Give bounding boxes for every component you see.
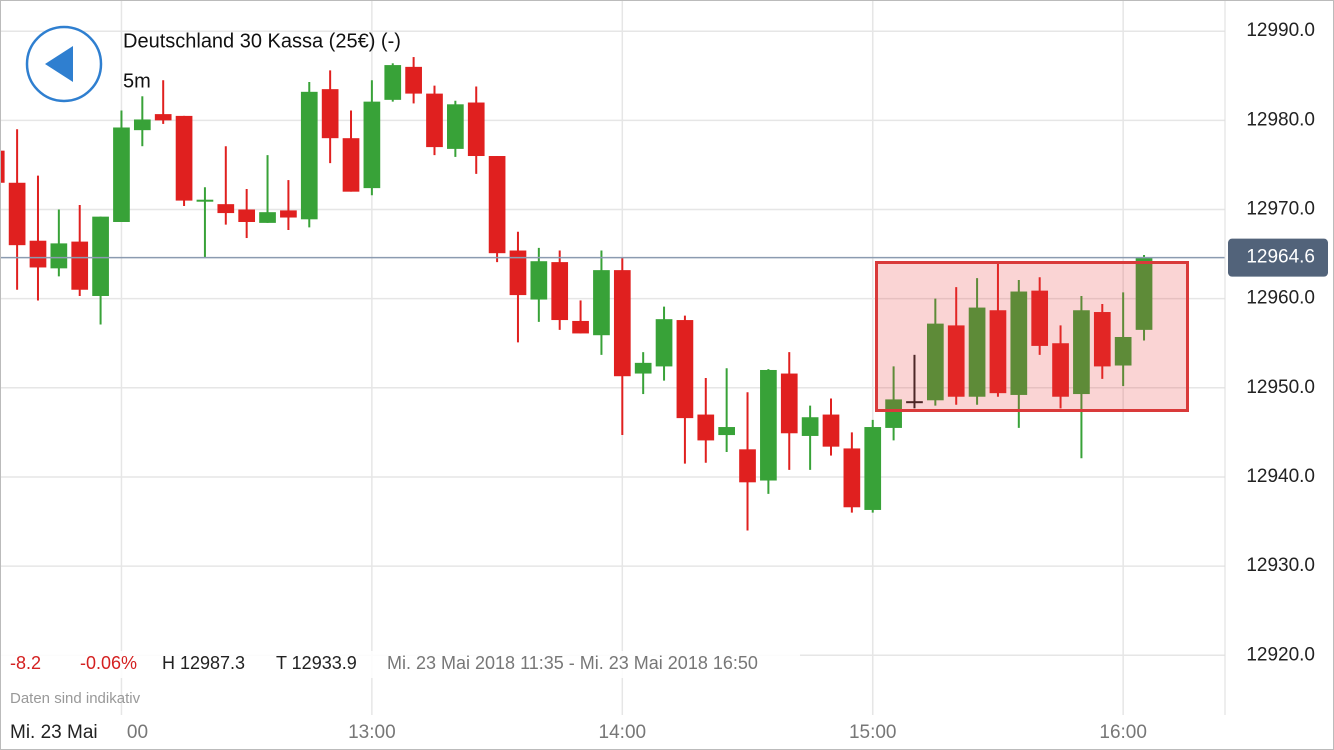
candle-body	[238, 209, 256, 222]
y-tick-label: 12980.0	[1246, 109, 1315, 130]
candle-body	[467, 102, 485, 157]
last-price-box	[1228, 238, 1328, 277]
candle-body	[676, 320, 694, 419]
candle-body	[154, 114, 172, 121]
candle-body	[551, 262, 569, 321]
candle-body	[613, 270, 631, 377]
candle-body	[133, 119, 151, 131]
candle-body	[29, 240, 47, 268]
candle-body	[196, 199, 214, 202]
candle-body	[822, 414, 840, 447]
candle-body	[947, 325, 965, 397]
note: Daten sind indikativ	[10, 690, 141, 707]
candle-body	[843, 448, 861, 508]
candle-body	[1135, 257, 1153, 330]
candle-body	[175, 115, 193, 201]
date-label: Mi. 23 Mai	[10, 722, 98, 743]
y-tick-label: 12920.0	[1246, 644, 1315, 665]
candle-body	[447, 104, 464, 149]
x-tick-label: 00	[127, 722, 148, 743]
candle-body	[342, 138, 360, 192]
y-tick-label: 12970.0	[1246, 199, 1315, 220]
candle-body	[530, 261, 548, 300]
candle-body	[1093, 312, 1111, 367]
candle-body	[634, 362, 652, 374]
x-tick-label: 13:00	[348, 722, 396, 743]
range: Mi. 23 Mai 2018 11:35 - Mi. 23 Mai 2018 …	[387, 653, 758, 673]
candles	[0, 57, 1153, 531]
candle-body	[1073, 310, 1090, 395]
candle-body	[8, 182, 26, 246]
candle-body	[488, 156, 506, 254]
chart-title: Deutschland 30 Kassa (25€) (-)	[123, 30, 401, 52]
candle-body	[0, 150, 5, 183]
y-tick-label: 12960.0	[1246, 288, 1315, 309]
candle-body	[113, 127, 130, 222]
candle-body	[697, 414, 715, 441]
change-pct: -0.06%	[80, 653, 137, 673]
candle-body	[593, 270, 610, 336]
x-tick-label: 15:00	[849, 722, 897, 743]
candle-body	[1052, 343, 1069, 397]
candle-body	[71, 241, 89, 290]
interval: 5m	[123, 70, 151, 92]
x-tick-label: 14:00	[599, 722, 647, 743]
y-tick-label: 12930.0	[1246, 555, 1315, 576]
candle-body	[1010, 291, 1028, 395]
candle-body	[968, 307, 986, 397]
candle-body	[426, 93, 443, 148]
candle-body	[572, 320, 589, 334]
candle-body	[363, 101, 381, 189]
candle-body	[259, 212, 276, 223]
candle-body	[509, 250, 527, 296]
back-arrow	[45, 46, 73, 82]
candle-body	[864, 427, 882, 510]
candle-body	[926, 323, 944, 401]
highlight-box	[875, 261, 1189, 412]
candle-body	[655, 319, 673, 367]
candle-body	[1114, 336, 1132, 366]
y-axis: 12920.0 12930.0 12940.0 12950.0 12960.0 12970…	[1228, 20, 1328, 665]
x-tick-label: 16:00	[1099, 722, 1147, 743]
x-axis-bar	[0, 715, 1334, 750]
candle-body	[217, 204, 235, 214]
low: T 12933.9	[276, 653, 357, 673]
candle-body	[50, 243, 68, 269]
candle-body	[760, 369, 777, 481]
y-tick-label: 12950.0	[1246, 377, 1315, 398]
last-price-label: 12964.6	[1246, 247, 1315, 268]
change: -8.2	[10, 653, 41, 673]
candle-body	[739, 449, 756, 483]
candle-body	[989, 310, 1007, 394]
candle-body	[405, 66, 422, 94]
candle-body	[780, 373, 798, 434]
candle-body	[1031, 290, 1049, 346]
candle-body	[300, 91, 318, 220]
candle-body	[718, 427, 735, 436]
candle-body	[280, 210, 297, 218]
x-axis: 00 13:00 14:00 15:00 16:00 Mi. 23 Mai	[2, 717, 1147, 748]
candle-body	[92, 216, 109, 296]
candle-body	[384, 65, 402, 100]
candle-body	[906, 401, 923, 404]
date-bg	[2, 717, 120, 748]
y-tick-label: 12990.0	[1246, 20, 1315, 41]
y-tick-label: 12940.0	[1246, 466, 1315, 487]
candle-body	[885, 399, 902, 428]
candle-body	[801, 417, 819, 436]
stats-bg	[0, 651, 800, 678]
candle-body	[321, 89, 339, 139]
high: H 12987.3	[162, 653, 245, 673]
